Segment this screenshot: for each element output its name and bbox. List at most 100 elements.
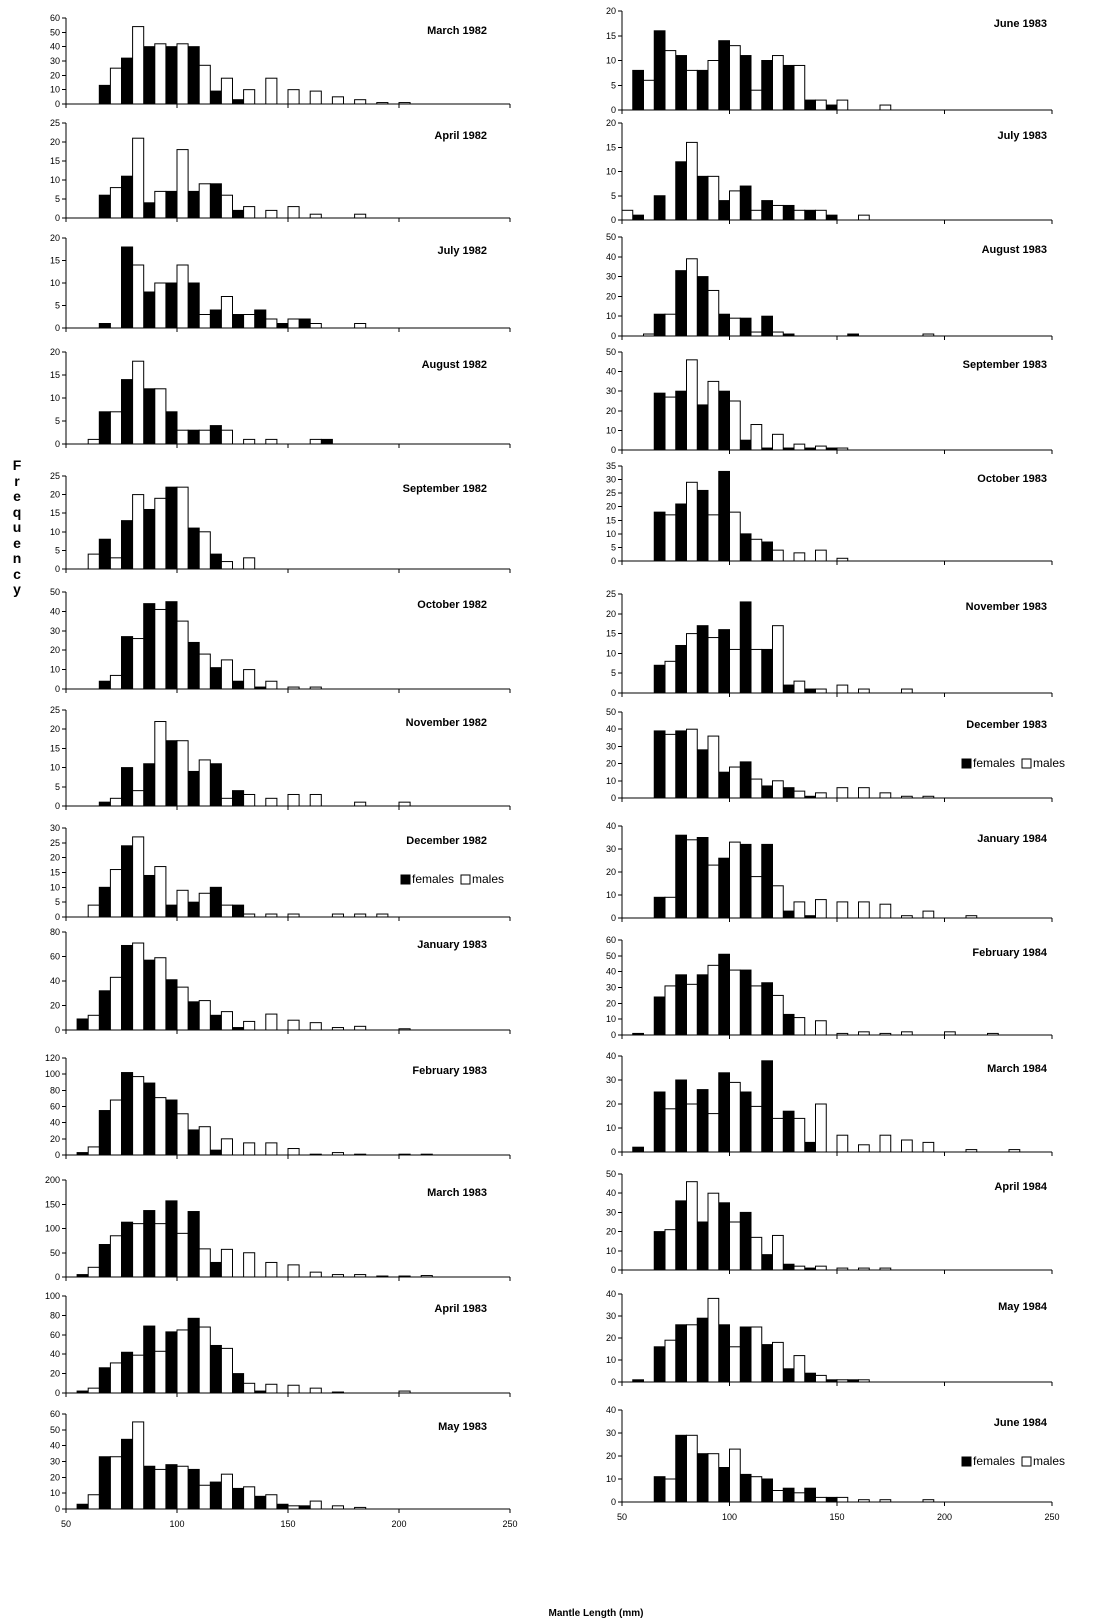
y-tick-label: 0: [611, 331, 616, 341]
bar-males: [243, 1252, 256, 1278]
bar-females: [232, 680, 245, 690]
bar-males: [154, 866, 167, 918]
x-tick-label: 250: [1044, 1512, 1059, 1522]
chart-panel: 0 20 40 60 80 100 120 February 1983: [45, 1053, 511, 1160]
bar-males: [750, 778, 763, 799]
bar-males: [220, 194, 233, 219]
y-tick-label: 20: [50, 233, 60, 243]
bar-males: [729, 400, 741, 451]
y-tick-label: 5: [55, 897, 60, 907]
bar-males: [879, 792, 892, 799]
bar-males: [265, 680, 278, 690]
y-tick-label: 30: [606, 1311, 616, 1321]
bar-females: [675, 55, 687, 111]
bar-females: [121, 175, 134, 219]
y-tick-label: 0: [611, 1147, 616, 1157]
bar-females: [98, 886, 111, 918]
bar-females: [165, 190, 178, 219]
bar-males: [750, 1476, 763, 1503]
bar-males: [154, 190, 167, 219]
bar-males: [87, 1014, 100, 1031]
bar-females: [718, 1467, 730, 1503]
y-tick-label: 0: [611, 1265, 616, 1275]
bar-males: [132, 360, 145, 445]
chart-panel: 0 5 10 15 20 25 30 December 1982 females males: [50, 823, 511, 922]
bar-males: [750, 209, 763, 221]
bar-females: [165, 740, 178, 807]
y-tick-label: 20: [50, 645, 60, 655]
chart-panel: 0 5 10 15 20 25 September 1982: [50, 471, 511, 574]
bar-females: [187, 1468, 200, 1510]
y-tick-label: 60: [50, 952, 60, 962]
bar-males: [858, 1144, 870, 1153]
y-tick-label: 40: [606, 1289, 616, 1299]
y-tick-label: 80: [50, 1085, 60, 1095]
bar-females: [165, 411, 178, 445]
chart-panel: 0 10 20 30 40 50 October 1982: [50, 587, 511, 694]
bar-females: [696, 404, 709, 451]
bar-males: [132, 264, 145, 329]
bar-females: [121, 845, 134, 918]
y-tick-label: 20: [606, 118, 616, 128]
bar-males: [729, 841, 741, 919]
bar-females: [782, 684, 795, 694]
y-tick-label: 15: [606, 142, 616, 152]
y-tick-label: 80: [50, 927, 60, 937]
chart-panel: 0 5 10 15 20 June 1983: [606, 6, 1053, 115]
bar-males: [793, 1117, 806, 1153]
bar-females: [782, 64, 795, 111]
bar-males: [815, 99, 827, 111]
y-tick-label: 0: [611, 556, 616, 566]
bar-males: [198, 531, 211, 570]
panel-title: January 1983: [417, 939, 487, 951]
y-tick-label: 20: [606, 759, 616, 769]
bar-males: [879, 1134, 892, 1153]
bar-males: [354, 801, 367, 807]
bar-females: [209, 90, 222, 105]
bar-females: [675, 270, 687, 337]
chart-panel: 0 10 20 30 40 50 August 1983: [606, 232, 1053, 341]
bar-males: [220, 904, 233, 918]
bar-females: [653, 30, 666, 111]
legend-label-males: males: [1033, 756, 1065, 770]
bar-females: [653, 1346, 666, 1383]
bar-females: [320, 438, 333, 445]
y-tick-label: 15: [50, 868, 60, 878]
panel-title: December 1983: [966, 719, 1047, 731]
y-axis-title-letter: n: [12, 550, 22, 566]
bar-males: [198, 1326, 211, 1394]
bar-males: [793, 443, 806, 451]
panel-title: March 1984: [987, 1063, 1048, 1075]
bar-females: [761, 785, 773, 799]
bar-females: [143, 874, 156, 918]
x-tick-label: 150: [280, 1519, 295, 1529]
panel-title: September 1983: [963, 359, 1047, 371]
y-axis-title-letter: u: [12, 519, 22, 535]
bar-males: [154, 721, 167, 807]
bar-males: [750, 648, 763, 694]
y-tick-label: 25: [606, 488, 616, 498]
chart-panel: 0 10 20 30 40 January 1984: [606, 821, 1053, 923]
bar-males: [154, 608, 167, 690]
y-tick-label: 15: [50, 156, 60, 166]
bar-males: [815, 445, 827, 451]
bar-females: [187, 1211, 200, 1278]
bar-males: [729, 511, 741, 562]
bar-males: [309, 90, 322, 105]
bar-males: [176, 1329, 189, 1394]
panel-title: September 1982: [403, 483, 487, 495]
y-axis-title-letter: y: [13, 581, 21, 597]
chart-panel: 0 10 20 30 40 June 1984 females males 50 100 150 20…: [606, 1405, 1065, 1522]
y-tick-label: 5: [55, 782, 60, 792]
bar-females: [121, 379, 134, 445]
bar-females: [718, 1324, 730, 1383]
bar-females: [653, 1231, 666, 1271]
bar-females: [187, 901, 200, 918]
panel-title: December 1982: [406, 835, 487, 847]
bar-females: [761, 843, 773, 919]
y-tick-label: 100: [45, 1069, 60, 1079]
chart-panel: 0 10 20 30 40 50 April 1984: [606, 1169, 1053, 1275]
bar-males: [220, 77, 233, 105]
bar-males: [220, 296, 233, 329]
